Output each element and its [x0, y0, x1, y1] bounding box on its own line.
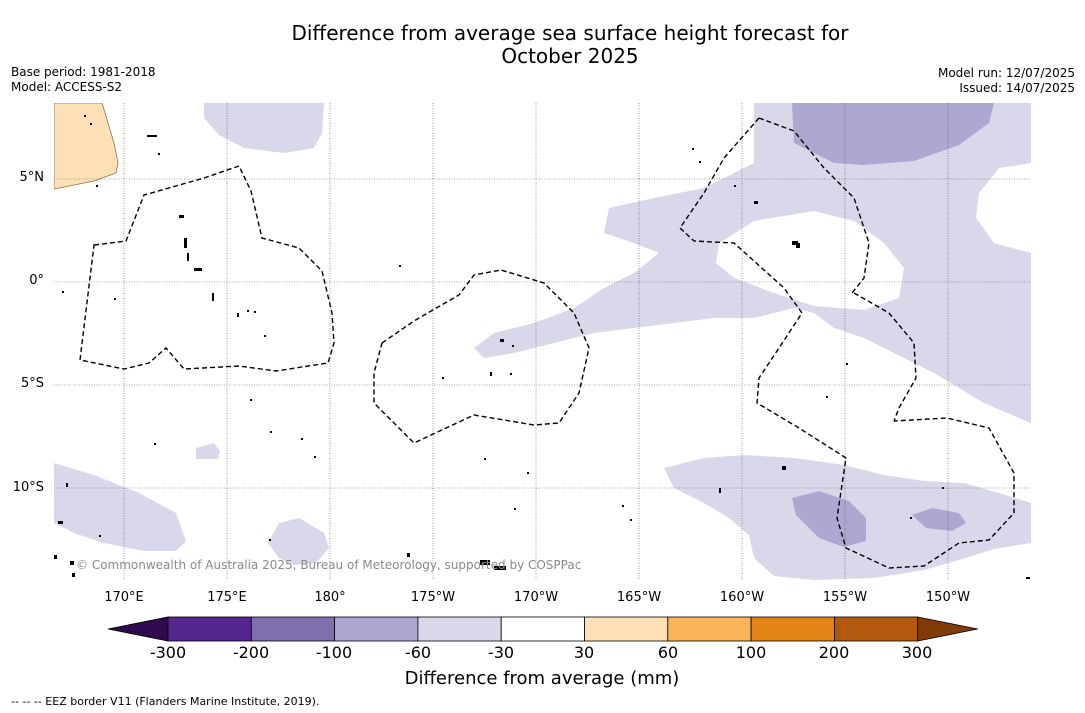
colorbar-segment	[834, 616, 919, 642]
colorbar	[107, 616, 978, 642]
graticule	[54, 103, 1031, 580]
copyright-text: © Commonwealth of Australia 2025, Bureau…	[76, 558, 582, 572]
colorbar-tick: -200	[232, 643, 270, 662]
lat-label-10s: 10°S	[12, 480, 44, 495]
map-svg	[54, 103, 1031, 580]
anomaly-region-small	[196, 443, 220, 459]
land-area	[54, 103, 119, 190]
eez-borders	[79, 117, 1015, 569]
colorbar-tick: 30	[573, 643, 595, 662]
lon-label-175e: 175°E	[207, 590, 247, 605]
anomaly-region-top-middle	[204, 103, 324, 153]
title-line-1: Difference from average sea surface heig…	[291, 21, 849, 45]
lon-label-175w: 175°W	[410, 590, 456, 605]
anomaly-region-lower-mid	[268, 518, 329, 565]
title-line-2: October 2025	[501, 44, 639, 68]
colorbar-tick: 60	[657, 643, 679, 662]
colorbar-segment	[167, 616, 252, 642]
anomaly-patch-2	[912, 508, 966, 531]
lon-label-170w: 170°W	[513, 590, 559, 605]
lon-label-155w: 155°W	[822, 590, 868, 605]
map-panel	[54, 103, 1031, 580]
base-period-info: Base period: 1981-2018 Model: ACCESS-S2	[11, 65, 156, 95]
colorbar-segment	[417, 616, 502, 642]
colorbar-tick: 300	[901, 643, 933, 662]
colorbar-segment	[250, 616, 336, 642]
colorbar-tick: -30	[487, 643, 515, 662]
lat-label-5s: 5°S	[20, 376, 44, 391]
colorbar-segment	[334, 616, 419, 642]
colorbar-tick: 100	[735, 643, 767, 662]
colorbar-label: Difference from average (mm)	[404, 668, 680, 689]
colorbar-tick: -100	[315, 643, 353, 662]
colorbar-tick: -60	[404, 643, 432, 662]
colorbar-segment	[750, 616, 835, 642]
run-info: Model run: 12/07/2025 Issued: 14/07/2025	[938, 66, 1075, 96]
eez-footnote: -- -- -- EEZ border V11 (Flanders Marine…	[11, 695, 320, 708]
model-text: Model: ACCESS-S2	[11, 80, 123, 94]
neutral-region-hole	[716, 211, 904, 310]
lat-label-5n: 5°N	[19, 170, 45, 185]
lon-label-165w: 165°W	[616, 590, 662, 605]
issued-text: Issued: 14/07/2025	[959, 81, 1075, 95]
lon-label-160w: 160°W	[719, 590, 765, 605]
colorbar-segment	[667, 616, 752, 642]
colorbar-tick: 200	[818, 643, 850, 662]
base-period-text: Base period: 1981-2018	[11, 65, 156, 79]
lat-label-0: 0°	[29, 273, 44, 288]
colorbar-segment	[500, 616, 585, 642]
anomaly-region-lower-left	[54, 463, 186, 551]
model-run-text: Model run: 12/07/2025	[937, 66, 1075, 80]
lon-label-150w: 150°W	[925, 590, 971, 605]
anomaly-region-top	[792, 103, 994, 165]
islands	[54, 115, 1030, 579]
lon-label-170e: 170°E	[104, 590, 144, 605]
colorbar-extend-min	[107, 616, 169, 642]
colorbar-tick: -300	[149, 643, 187, 662]
lon-label-180: 180°	[314, 590, 346, 605]
colorbar-segment	[584, 616, 669, 642]
anomaly-patch-1	[792, 491, 866, 547]
map-title: Difference from average sea surface heig…	[0, 22, 1085, 68]
colorbar-extend-max	[917, 616, 978, 642]
